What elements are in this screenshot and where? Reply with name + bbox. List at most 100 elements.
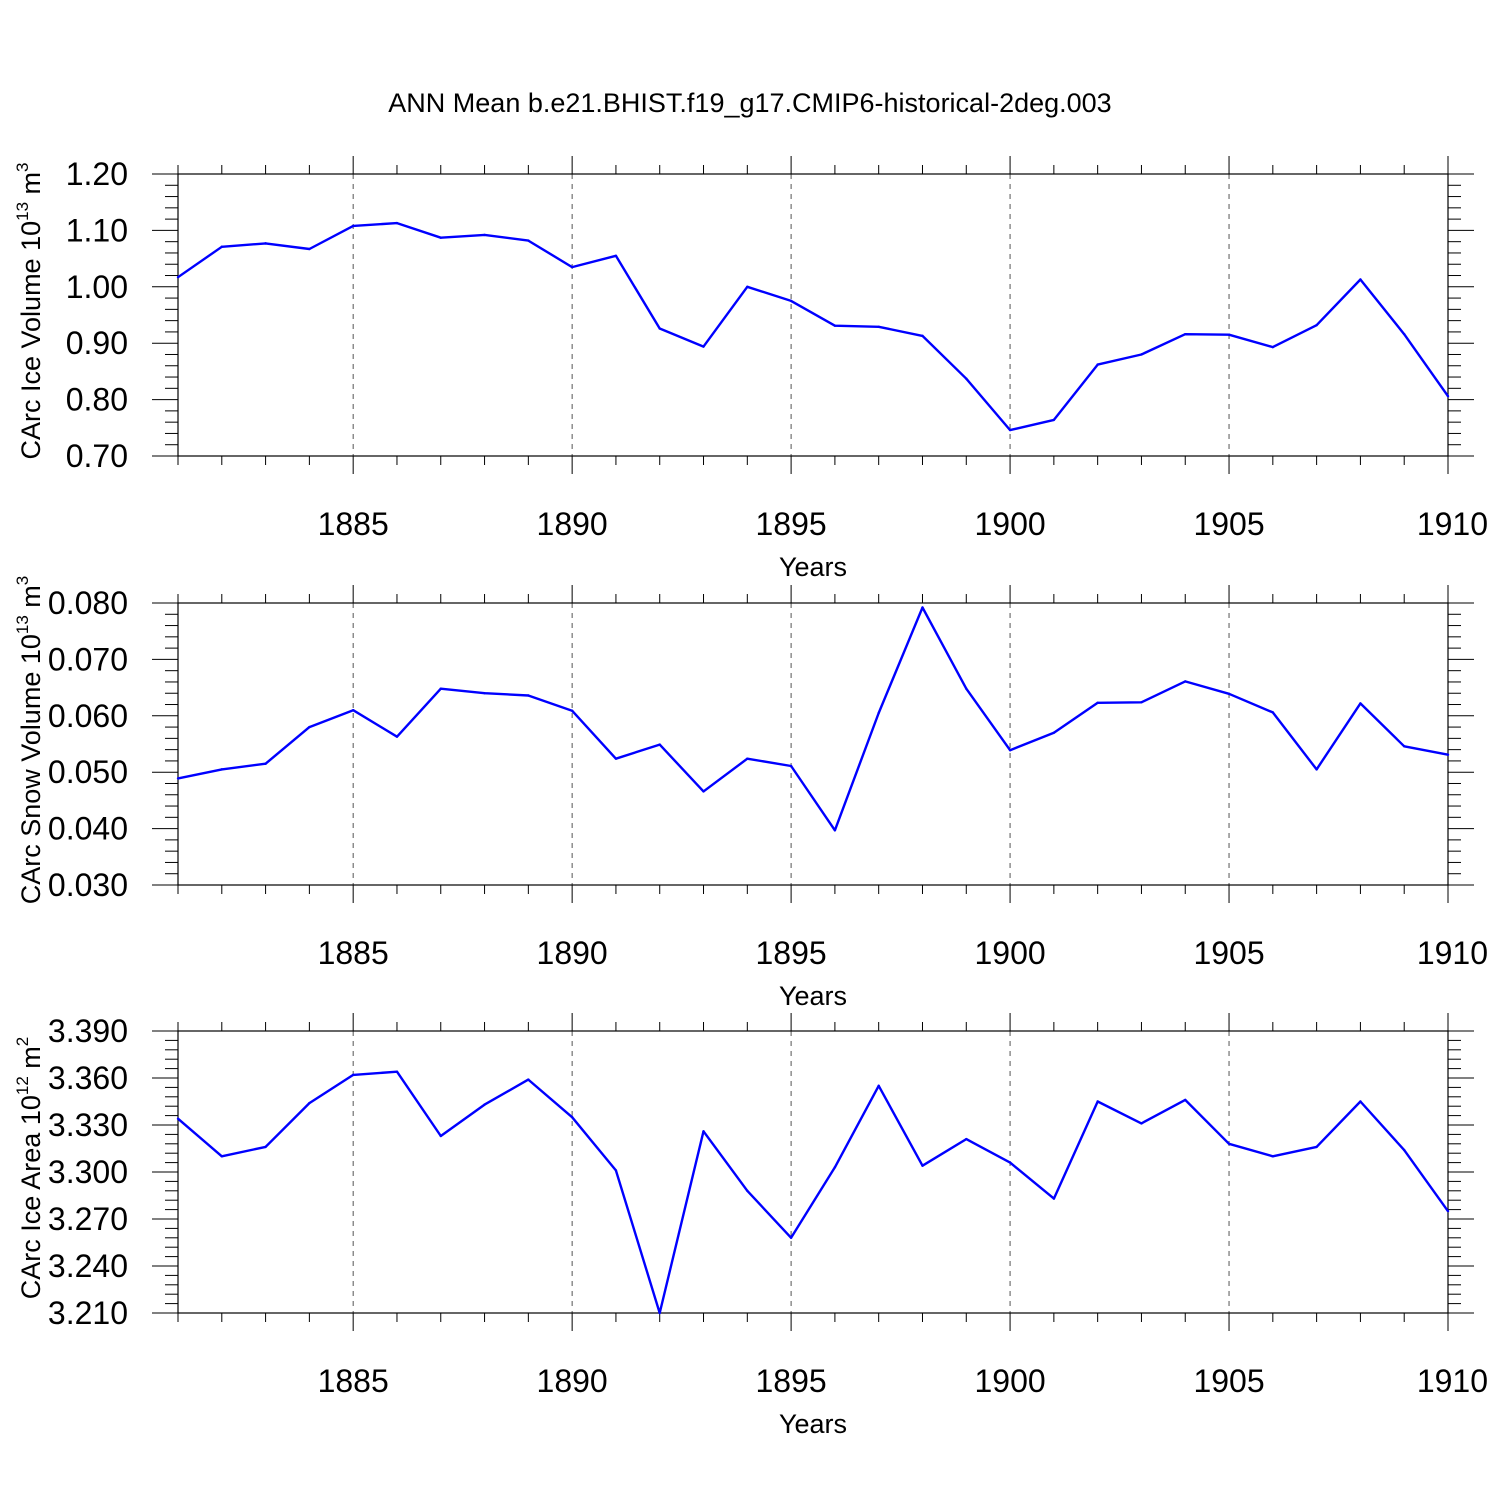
x-tick-label: 1910 <box>1417 506 1488 542</box>
data-point-ice-volume-1902 <box>1096 363 1099 366</box>
data-point-ice-volume-1910 <box>1446 395 1450 398</box>
data-point-ice-area-1893 <box>702 1130 705 1133</box>
data-point-ice-area-1885 <box>351 1073 355 1077</box>
y-tick-label: 3.270 <box>48 1201 128 1237</box>
data-point-ice-area-1904 <box>1184 1098 1187 1102</box>
y-tick-label: 0.070 <box>48 641 128 677</box>
y-tick-label: 1.10 <box>66 212 128 248</box>
y-axis-title-part: m <box>16 1046 46 1076</box>
data-point-snow-volume-1888 <box>483 692 486 695</box>
series-line-ice-area <box>177 1070 1449 1315</box>
x-axis-title: Years <box>779 1409 847 1439</box>
data-point-snow-volume-1884 <box>308 725 311 729</box>
chart-panel-snow-volume: 0.030 0.040 0.050 0.060 0.070 0.080 1885 1890 18… <box>13 576 1488 1011</box>
data-point-snow-volume-1894 <box>746 757 749 760</box>
y-axis-title: CArc Ice Volume 1013 m3 <box>13 162 46 459</box>
y-tick-label: 0.040 <box>48 811 128 847</box>
data-point-snow-volume-1897 <box>877 711 880 715</box>
data-point-ice-area-1900 <box>1008 1161 1012 1164</box>
data-point-snow-volume-1900 <box>1008 749 1012 752</box>
x-tick-label: 1905 <box>1193 506 1264 542</box>
x-tick-label: 1885 <box>318 935 389 971</box>
data-point-ice-area-1890 <box>570 1115 574 1119</box>
y-axis-title-part: CArc Ice Volume 10 <box>16 221 46 460</box>
figure-title: ANN Mean b.e21.BHIST.f19_g17.CMIP6-histo… <box>388 88 1111 118</box>
data-point-snow-volume-1908 <box>1359 702 1362 705</box>
data-point-snow-volume-1909 <box>1403 745 1406 748</box>
data-point-ice-area-1902 <box>1096 1100 1099 1103</box>
data-point-ice-area-1909 <box>1403 1148 1406 1152</box>
x-tick-label: 1895 <box>756 506 827 542</box>
x-tick-label: 1900 <box>974 935 1045 971</box>
data-point-ice-area-1906 <box>1271 1155 1275 1158</box>
data-point-ice-volume-1883 <box>264 242 267 245</box>
data-point-ice-area-1892 <box>658 1311 661 1315</box>
x-tick-label: 1895 <box>756 1363 827 1399</box>
data-point-ice-volume-1890 <box>570 265 574 269</box>
data-point-snow-volume-1887 <box>439 687 442 690</box>
data-point-ice-volume-1909 <box>1403 332 1406 336</box>
data-point-ice-volume-1887 <box>439 236 442 239</box>
data-point-ice-volume-1882 <box>220 245 223 248</box>
data-point-snow-volume-1904 <box>1184 680 1187 683</box>
data-point-ice-area-1896 <box>833 1166 837 1169</box>
data-point-ice-area-1888 <box>483 1103 486 1106</box>
data-point-snow-volume-1901 <box>1052 731 1056 734</box>
data-point-ice-volume-1886 <box>395 221 399 225</box>
x-tick-label: 1885 <box>318 506 389 542</box>
x-tick-label: 1895 <box>756 935 827 971</box>
data-point-ice-area-1901 <box>1052 1197 1056 1200</box>
data-point-snow-volume-1892 <box>658 743 661 746</box>
x-tick-label: 1905 <box>1193 1363 1264 1399</box>
data-point-snow-volume-1885 <box>351 708 355 712</box>
y-tick-label: 3.240 <box>48 1248 128 1284</box>
data-point-ice-volume-1888 <box>483 233 486 237</box>
data-point-ice-volume-1894 <box>746 285 749 288</box>
data-point-snow-volume-1898 <box>921 606 924 609</box>
x-tick-label: 1900 <box>974 1363 1045 1399</box>
chart-panel-ice-volume: 0.70 0.80 0.90 1.00 1.10 1.20 1885 1890 1895 1900… <box>13 156 1488 582</box>
y-axis-title: CArc Snow Volume 1013 m3 <box>13 576 46 905</box>
data-point-ice-volume-1899 <box>965 377 968 380</box>
y-tick-label: 0.90 <box>66 325 128 361</box>
data-point-snow-volume-1883 <box>264 762 267 765</box>
data-point-snow-volume-1882 <box>220 768 223 771</box>
series-line-snow-volume <box>177 606 1449 832</box>
data-point-snow-volume-1893 <box>702 790 705 793</box>
y-axis-title-part: m <box>16 585 46 615</box>
data-point-ice-area-1894 <box>746 1189 749 1193</box>
y-axis-title-superscript: 3 <box>13 576 32 585</box>
y-axis-title-superscript: 3 <box>13 162 32 171</box>
data-point-ice-volume-1892 <box>658 327 661 330</box>
data-point-snow-volume-1890 <box>570 709 574 712</box>
data-point-snow-volume-1899 <box>965 687 968 690</box>
data-point-ice-volume-1906 <box>1271 345 1275 349</box>
data-point-ice-volume-1897 <box>877 325 880 329</box>
data-point-ice-area-1887 <box>439 1134 442 1138</box>
y-tick-label: 0.80 <box>66 382 128 418</box>
data-point-snow-volume-1889 <box>527 694 530 697</box>
data-point-snow-volume-1891 <box>614 757 618 760</box>
data-point-snow-volume-1895 <box>789 764 793 768</box>
data-point-ice-volume-1904 <box>1184 332 1187 336</box>
data-point-ice-volume-1908 <box>1359 278 1362 281</box>
data-point-ice-volume-1903 <box>1140 353 1143 356</box>
y-tick-label: 3.300 <box>48 1154 128 1190</box>
y-axis-title-superscript: 13 <box>13 202 32 221</box>
data-point-ice-area-1889 <box>527 1078 530 1081</box>
y-tick-label: 0.080 <box>48 585 128 621</box>
plot-frame <box>177 602 1449 886</box>
y-tick-label: 3.360 <box>48 1060 128 1096</box>
data-point-ice-area-1898 <box>921 1164 924 1167</box>
x-axis-title: Years <box>779 981 847 1011</box>
y-tick-label: 1.00 <box>66 269 128 305</box>
data-point-ice-area-1883 <box>264 1145 267 1149</box>
data-point-ice-area-1908 <box>1359 1100 1362 1103</box>
y-axis-title-part: CArc Snow Volume 10 <box>16 634 46 904</box>
data-point-snow-volume-1907 <box>1315 768 1318 771</box>
y-tick-label: 3.210 <box>48 1295 128 1331</box>
data-point-ice-volume-1893 <box>702 345 705 348</box>
data-point-ice-area-1884 <box>308 1101 311 1105</box>
data-point-ice-area-1891 <box>614 1169 618 1172</box>
